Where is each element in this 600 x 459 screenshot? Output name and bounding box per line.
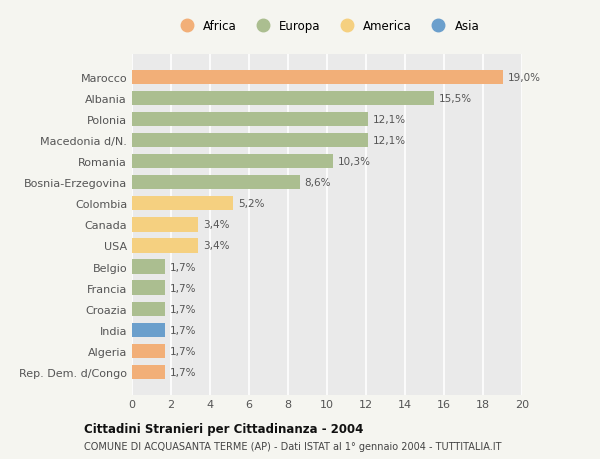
Text: 5,2%: 5,2% [238, 199, 265, 209]
Text: 1,7%: 1,7% [170, 367, 197, 377]
Text: 3,4%: 3,4% [203, 241, 230, 251]
Bar [132, 344, 165, 358]
Bar [132, 323, 165, 337]
Bar [132, 134, 368, 148]
Bar [132, 176, 300, 190]
Text: 1,7%: 1,7% [170, 262, 197, 272]
Text: 1,7%: 1,7% [170, 346, 197, 356]
Bar [132, 281, 165, 295]
Bar [132, 218, 198, 232]
Legend: Africa, Europa, America, Asia: Africa, Europa, America, Asia [175, 20, 479, 33]
Text: 12,1%: 12,1% [373, 115, 406, 125]
Text: 1,7%: 1,7% [170, 304, 197, 314]
Text: 12,1%: 12,1% [373, 136, 406, 146]
Bar [132, 239, 198, 253]
Text: COMUNE DI ACQUASANTA TERME (AP) - Dati ISTAT al 1° gennaio 2004 - TUTTITALIA.IT: COMUNE DI ACQUASANTA TERME (AP) - Dati I… [84, 441, 502, 451]
Bar [132, 71, 503, 85]
Bar [132, 197, 233, 211]
Bar [132, 112, 368, 127]
Text: 19,0%: 19,0% [508, 73, 541, 83]
Text: 1,7%: 1,7% [170, 283, 197, 293]
Text: 10,3%: 10,3% [338, 157, 371, 167]
Text: 1,7%: 1,7% [170, 325, 197, 335]
Bar [132, 302, 165, 316]
Text: 15,5%: 15,5% [439, 94, 472, 104]
Bar [132, 91, 434, 106]
Bar [132, 260, 165, 274]
Bar [132, 365, 165, 379]
Text: 8,6%: 8,6% [305, 178, 331, 188]
Text: 3,4%: 3,4% [203, 220, 230, 230]
Bar [132, 155, 333, 169]
Text: Cittadini Stranieri per Cittadinanza - 2004: Cittadini Stranieri per Cittadinanza - 2… [84, 422, 364, 436]
